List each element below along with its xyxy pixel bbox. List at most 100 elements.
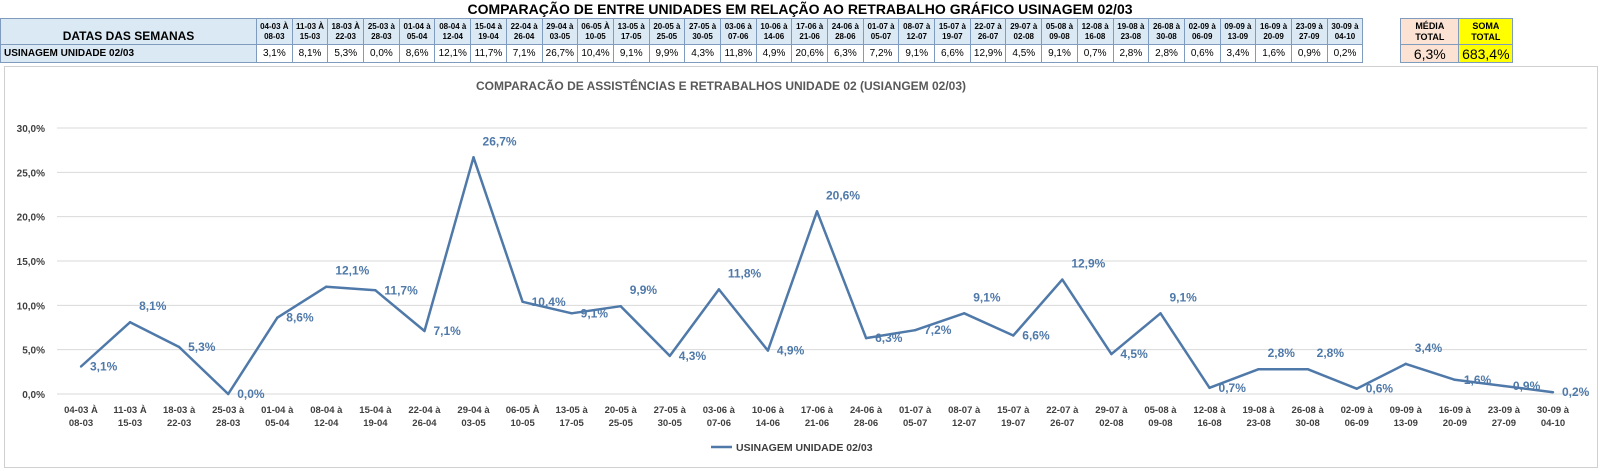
week-start-label: 06-05 À bbox=[581, 21, 610, 31]
data-point bbox=[276, 316, 279, 319]
week-header-cell: 08-04 à 12-04 bbox=[434, 18, 472, 45]
data-label: 0,0% bbox=[237, 387, 265, 401]
x-tick-label: 20-09 bbox=[1443, 418, 1467, 429]
week-value-cell: 6,3% bbox=[827, 44, 864, 63]
data-point bbox=[374, 289, 377, 292]
week-header-cell: 04-03 À 08-03 bbox=[256, 18, 293, 45]
week-end-label: 05-07 bbox=[870, 31, 892, 41]
data-label: 6,3% bbox=[875, 331, 903, 345]
data-label: 4,5% bbox=[1120, 347, 1148, 361]
week-end-label: 06-09 bbox=[1191, 31, 1213, 41]
week-header-cell: 19-08 à 23-08 bbox=[1112, 18, 1150, 45]
week-start-label: 01-07 à bbox=[867, 21, 895, 31]
data-point bbox=[1257, 367, 1260, 371]
x-tick-label: 13-05 à bbox=[556, 405, 589, 416]
data-label: 9,1% bbox=[973, 290, 1001, 304]
week-header-cell: 10-06 à 14-06 bbox=[755, 18, 793, 45]
week-start-label: 29-07 à bbox=[1010, 21, 1038, 31]
week-value-cell: 9,1% bbox=[612, 44, 650, 63]
data-point bbox=[1061, 278, 1064, 281]
table-header-row: DATAS DAS SEMANAS 04-03 À 08-03 11-03 À 15-0… bbox=[0, 18, 1514, 45]
week-value-cell: 3,4% bbox=[1219, 44, 1257, 63]
x-tick-label: 10-05 bbox=[510, 418, 535, 429]
week-end-label: 10-05 bbox=[585, 31, 606, 41]
x-tick-label: 04-10 bbox=[1541, 418, 1565, 429]
week-header-cell: 18-03 À 22-03 bbox=[327, 18, 365, 45]
week-end-label: 03-05 bbox=[549, 31, 571, 41]
x-tick-label: 16-09 à bbox=[1439, 405, 1472, 416]
week-header-cell: 11-03 À 15-03 bbox=[291, 18, 329, 45]
x-tick-label: 06-05 À bbox=[506, 405, 540, 416]
x-tick-label: 01-04 à bbox=[261, 405, 294, 416]
y-tick-label: 0,0% bbox=[22, 390, 45, 401]
x-tick-label: 08-04 à bbox=[310, 405, 343, 416]
table-data-row: USINAGEM UNIDADE 02/03 3,1% 8,1% 5,3% 0,0% 8,… bbox=[0, 44, 1514, 63]
x-tick-label: 23-09 à bbox=[1488, 405, 1521, 416]
data-point bbox=[128, 320, 132, 324]
x-tick-label: 12-04 bbox=[314, 418, 339, 429]
data-point bbox=[1208, 386, 1211, 389]
week-value-cell: 4,5% bbox=[1005, 44, 1043, 63]
week-value-cell: 1,6% bbox=[1255, 44, 1292, 63]
week-value-cell: 9,1% bbox=[1041, 44, 1078, 63]
week-header-cell: 02-09 à 06-09 bbox=[1183, 18, 1221, 45]
week-value-cell: 4,9% bbox=[755, 44, 793, 63]
week-end-label: 15-03 bbox=[299, 31, 321, 41]
x-tick-label: 22-04 à bbox=[408, 405, 441, 416]
data-label: 10,4% bbox=[532, 295, 566, 309]
week-header-cell: 01-07 à 05-07 bbox=[862, 18, 900, 45]
week-end-label: 19-04 bbox=[478, 31, 499, 41]
y-tick-label: 10,0% bbox=[17, 301, 45, 312]
y-tick-label: 25,0% bbox=[17, 168, 45, 179]
week-value-cell: 3,1% bbox=[256, 44, 293, 63]
x-tick-label: 06-09 bbox=[1345, 418, 1369, 429]
week-header-cell: 23-09 à 27-09 bbox=[1290, 18, 1328, 45]
week-value-cell: 8,1% bbox=[291, 44, 329, 63]
y-tick-label: 15,0% bbox=[17, 257, 45, 268]
line-chart: COMPARACÃO DE ASSISTÊNCIAS E RETRABALHOS… bbox=[17, 78, 1590, 454]
data-point bbox=[1110, 352, 1113, 356]
week-start-label: 10-06 à bbox=[760, 21, 788, 31]
week-header-cell: 26-08 à 30-08 bbox=[1148, 18, 1185, 45]
data-point bbox=[227, 392, 230, 396]
x-tick-label: 13-09 bbox=[1394, 418, 1418, 429]
week-value-cell: 0,2% bbox=[1326, 44, 1364, 63]
x-tick-label: 15-07 à bbox=[997, 405, 1030, 416]
week-end-label: 16-08 bbox=[1084, 31, 1106, 41]
x-tick-label: 05-08 à bbox=[1144, 405, 1177, 416]
week-header-cell: 25-03 à 28-03 bbox=[363, 18, 400, 45]
data-label: 4,3% bbox=[679, 349, 707, 363]
data-point bbox=[1355, 387, 1358, 390]
data-label: 3,4% bbox=[1415, 341, 1443, 355]
x-tick-label: 05-04 bbox=[265, 418, 290, 429]
data-label: 7,2% bbox=[924, 323, 952, 337]
week-value-cell: 0,6% bbox=[1183, 44, 1221, 63]
x-tick-label: 26-07 bbox=[1050, 418, 1074, 429]
x-tick-label: 07-06 bbox=[707, 418, 731, 429]
week-start-label: 29-04 à bbox=[546, 21, 574, 31]
week-start-label: 13-05 à bbox=[617, 21, 645, 31]
soma-total-label-line2: TOTAL bbox=[1471, 31, 1501, 42]
media-total-label-line2: TOTAL bbox=[1415, 31, 1445, 42]
data-label: 3,1% bbox=[90, 360, 118, 374]
data-point bbox=[864, 336, 868, 340]
x-tick-label: 30-09 à bbox=[1537, 405, 1570, 416]
x-tick-label: 19-08 à bbox=[1242, 405, 1275, 416]
week-start-label: 08-07 à bbox=[903, 21, 931, 31]
x-tick-label: 26-08 à bbox=[1292, 405, 1325, 416]
week-header-cell: 15-07 à 19-07 bbox=[934, 18, 971, 45]
data-label: 26,7% bbox=[483, 134, 517, 148]
data-point bbox=[766, 349, 770, 352]
week-value-cell: 12,1% bbox=[434, 44, 472, 63]
media-total-value: 6,3% bbox=[1400, 44, 1460, 63]
week-header-cell: 16-09 à 20-09 bbox=[1255, 18, 1292, 45]
x-tick-label: 04-03 À bbox=[64, 405, 98, 416]
week-start-label: 22-04 à bbox=[510, 21, 538, 31]
x-tick-label: 27-05 à bbox=[654, 405, 687, 416]
week-start-label: 23-09 à bbox=[1295, 21, 1323, 31]
week-end-label: 22-03 bbox=[335, 31, 356, 41]
data-label: 6,6% bbox=[1022, 328, 1050, 342]
data-point bbox=[1306, 367, 1309, 371]
y-tick-label: 5,0% bbox=[22, 346, 45, 357]
data-label: 0,7% bbox=[1219, 381, 1247, 395]
